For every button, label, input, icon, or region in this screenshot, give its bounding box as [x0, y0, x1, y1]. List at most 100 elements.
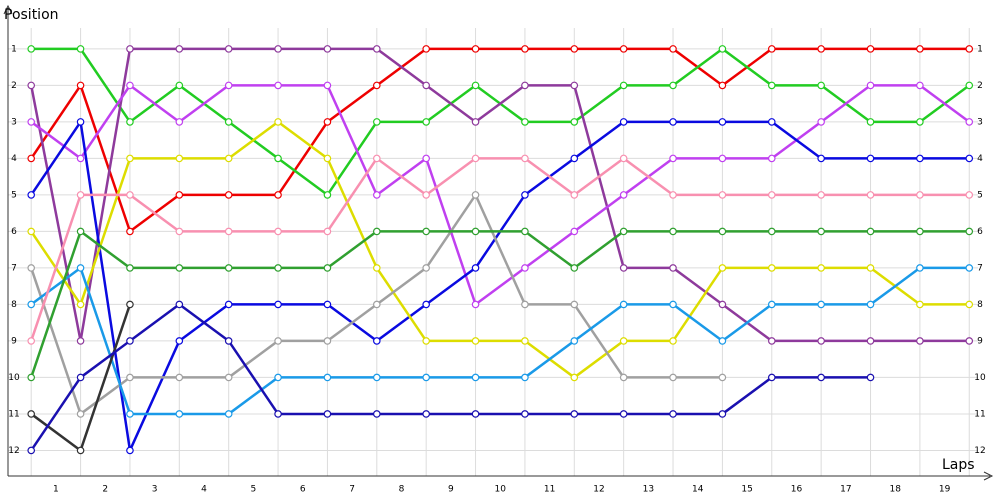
point	[767, 264, 776, 272]
point	[323, 154, 332, 163]
point	[965, 264, 974, 272]
point	[373, 81, 381, 90]
point	[521, 191, 529, 199]
x-tick-label: 17	[840, 485, 851, 495]
point	[76, 446, 85, 455]
point	[224, 227, 233, 236]
y-tick-label: 12	[8, 446, 19, 456]
point	[521, 118, 529, 126]
point	[27, 81, 36, 90]
point	[373, 191, 381, 199]
point	[570, 191, 579, 199]
point	[274, 81, 282, 90]
point	[570, 410, 579, 418]
series-line	[30, 84, 971, 306]
point	[224, 300, 233, 309]
point	[126, 264, 134, 272]
point	[471, 337, 480, 345]
point	[965, 118, 974, 126]
point	[27, 118, 36, 126]
point	[669, 191, 677, 199]
x-tick-label: 6	[300, 485, 306, 495]
point	[373, 118, 381, 126]
y-tick-label: 4	[11, 154, 17, 164]
point	[570, 45, 579, 53]
point	[373, 154, 381, 163]
point	[76, 264, 85, 272]
y-tick-label: 10	[8, 373, 20, 383]
point	[471, 227, 480, 236]
point	[916, 337, 924, 345]
point	[422, 300, 430, 309]
point	[274, 264, 282, 272]
point	[965, 227, 974, 236]
point	[126, 373, 134, 382]
x-tick-label: 5	[251, 485, 257, 495]
point	[126, 410, 134, 418]
point	[570, 154, 579, 163]
point	[866, 337, 875, 345]
point	[669, 264, 677, 272]
point	[471, 154, 480, 163]
y-axis-label: Position	[4, 7, 59, 23]
x-tick-label: 1	[53, 485, 59, 495]
point	[471, 300, 480, 309]
point	[274, 45, 282, 53]
point	[570, 300, 579, 309]
point	[274, 227, 282, 236]
y-tick-label: 3	[11, 117, 17, 127]
point	[619, 154, 628, 163]
point	[570, 118, 579, 126]
point	[669, 81, 677, 90]
y-tick-label-right: 9	[977, 336, 983, 346]
point	[422, 45, 430, 53]
y-tick-label: 11	[8, 409, 19, 419]
point	[619, 337, 628, 345]
y-tick-label: 5	[11, 190, 17, 200]
point	[718, 337, 727, 345]
point	[422, 227, 430, 236]
point	[274, 191, 282, 199]
point	[866, 264, 875, 272]
point	[422, 264, 430, 272]
point	[76, 154, 85, 163]
x-tick-label: 16	[791, 485, 803, 495]
y-tick-label-right: 1	[977, 44, 983, 54]
point	[718, 264, 727, 272]
point	[817, 300, 825, 309]
point	[718, 45, 727, 53]
point	[521, 45, 529, 53]
point	[126, 337, 134, 345]
point	[521, 337, 529, 345]
point	[916, 154, 924, 163]
y-tick-label-right: 4	[977, 154, 983, 164]
y-tick-label: 9	[11, 336, 17, 346]
y-tick-label-right: 10	[974, 373, 986, 383]
point	[570, 373, 579, 382]
point	[126, 191, 134, 199]
series-line	[29, 47, 970, 343]
point	[224, 264, 233, 272]
y-tick-label: 6	[11, 227, 17, 237]
point	[817, 337, 825, 345]
point	[373, 300, 381, 309]
point	[570, 264, 579, 272]
point	[521, 410, 529, 418]
point	[27, 227, 36, 236]
point	[619, 373, 628, 382]
x-axis-label: Laps	[942, 457, 975, 473]
point	[126, 446, 134, 455]
point	[718, 191, 727, 199]
point	[521, 264, 529, 272]
series-line	[30, 47, 970, 233]
x-tick-label: 8	[399, 485, 405, 495]
series-line	[30, 120, 970, 379]
point	[619, 118, 628, 126]
point	[471, 410, 480, 418]
point	[274, 300, 282, 309]
point	[175, 118, 184, 126]
point	[619, 191, 628, 199]
point	[817, 45, 825, 53]
x-tick-label: 18	[889, 485, 901, 495]
point	[126, 227, 134, 236]
